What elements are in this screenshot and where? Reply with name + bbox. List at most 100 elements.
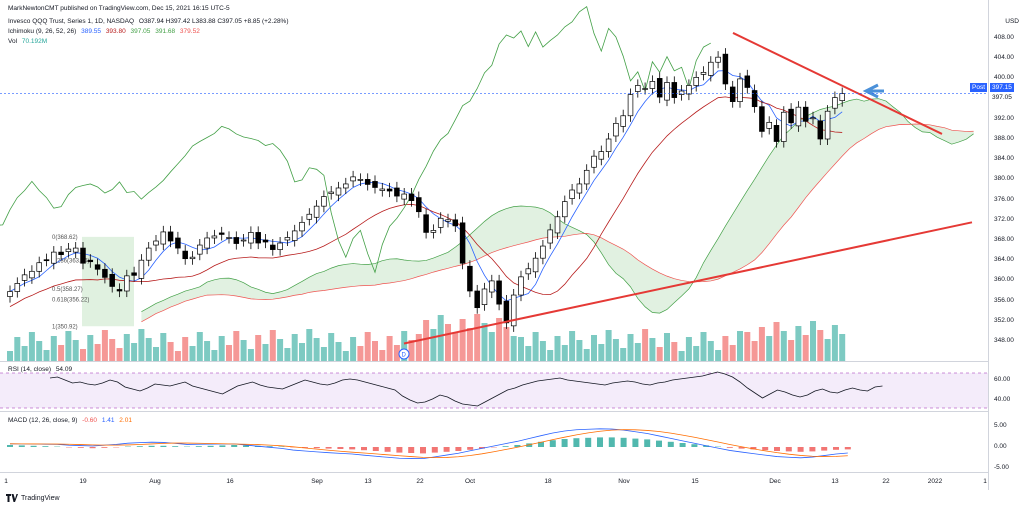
chart-canvas[interactable]: 0(368.62) 0.236(363.94) 0.5(358.27) 0.618(3… [0,0,988,490]
volume-bar [510,336,517,361]
vol-legend[interactable]: Vol 70.192M [8,38,50,45]
volume-bar [758,327,765,361]
volume-bar [28,332,35,361]
candle-up [306,213,313,220]
last-price-tag: 397.15 [990,83,1014,92]
price-tick: 352.00 [994,316,1014,324]
candle-down [87,259,94,263]
candle-up [7,291,13,297]
candle-up [481,288,488,305]
macd-histogram-bar [431,447,438,453]
volume-bar [583,349,590,361]
macd-histogram-bar [207,445,214,447]
volume-bar [320,347,327,361]
rsi-legend[interactable]: RSI (14, close) 54.09 [8,366,75,373]
volume-bar [474,314,481,361]
volume-bar [262,344,269,361]
macd-histogram-bar [679,443,686,447]
macd-histogram-bar [597,437,603,447]
candle-up [153,240,159,246]
volume-bar [342,351,349,361]
rsi-label: RSI (14, close) [8,366,51,373]
vol-value: 70.192M [21,38,48,45]
volume-bar [247,349,254,361]
symbol-label: Invesco QQQ Trust, Series 1, 1D, NASDAQ [8,18,135,25]
candle-down [759,106,765,132]
volume-bar [452,333,459,361]
macd-tick: 0.00 [994,443,1007,450]
rsi-band [0,373,988,408]
candle-up [138,259,145,279]
candle-up [686,85,692,95]
volume-bar [539,341,546,361]
macd-histogram-bar [620,437,627,447]
macd-hist-value: -0.60 [82,417,97,424]
volume-bar [21,346,28,361]
volume-bar [722,336,729,361]
candle-up [189,256,196,260]
macd-histogram-bar [738,447,745,449]
volume-bar [313,338,320,361]
candle-down [729,86,736,102]
macd-histogram-bar [762,447,769,451]
ichimoku-legend[interactable]: Ichimoku (9, 26, 52, 26) 389.55 393.80 3… [8,28,203,35]
macd-histogram-bar [526,443,533,447]
volume-bar [364,332,371,361]
price-tick: 404.00 [994,54,1014,62]
macd-histogram-bar [420,447,426,454]
volume-bar [372,341,378,361]
volume-bar [58,345,65,361]
candle-up [14,283,21,292]
volume-bar [488,332,495,361]
volume-bar [284,348,291,361]
candle-up [649,81,656,89]
price-tick: 408.00 [994,34,1014,41]
volume-bar [182,337,189,361]
candle-up [343,183,349,189]
volume-bar [744,332,751,361]
candle-up [605,138,612,152]
volume-bar [729,345,736,361]
candle-down [416,197,422,213]
price-axis[interactable]: USD [988,0,1024,490]
macd-legend[interactable]: MACD (12, 26, close, 9) -0.60 1.41 2.01 [8,417,135,424]
time-tick: 15 [691,478,699,485]
tradingview-logo[interactable]: TradingView [6,494,60,502]
candle-up [518,276,524,296]
volume-bar [189,346,196,361]
candle-up [321,196,327,207]
macd-histogram-bar [774,447,780,451]
volume-bar [211,350,218,361]
event-marker [398,348,410,360]
volume-bar [591,335,597,361]
volume-bar [773,322,780,361]
candle-up [65,248,72,252]
volume-bar [466,328,473,361]
macd-label: MACD (12, 26, close, 9) [8,417,78,424]
candle-up [430,230,437,233]
volume-bar [196,332,203,361]
volume-bar [831,325,838,361]
volume-bar [554,336,561,361]
macd-histogram-bar [231,445,238,447]
candle-up [532,257,539,273]
candle-down [503,300,510,324]
candle-up [839,93,845,101]
macd-histogram-bar [608,437,615,447]
candle-down [109,273,115,287]
volume-bar [547,350,554,361]
volume-bar [437,315,444,361]
volume-bar [269,330,276,361]
candle-up [277,242,283,250]
volume-bar [65,331,72,361]
volume-bar [496,318,503,361]
macd-histogram-bar [18,445,25,447]
time-tick: 1 [983,478,987,485]
candle-down [817,120,824,140]
volume-bar [671,342,678,361]
candle-down [131,272,137,276]
volume-bar [174,351,181,361]
last-close-tag: 397.05 [990,93,1014,102]
candle-up [715,56,721,63]
candle-down [496,280,502,305]
